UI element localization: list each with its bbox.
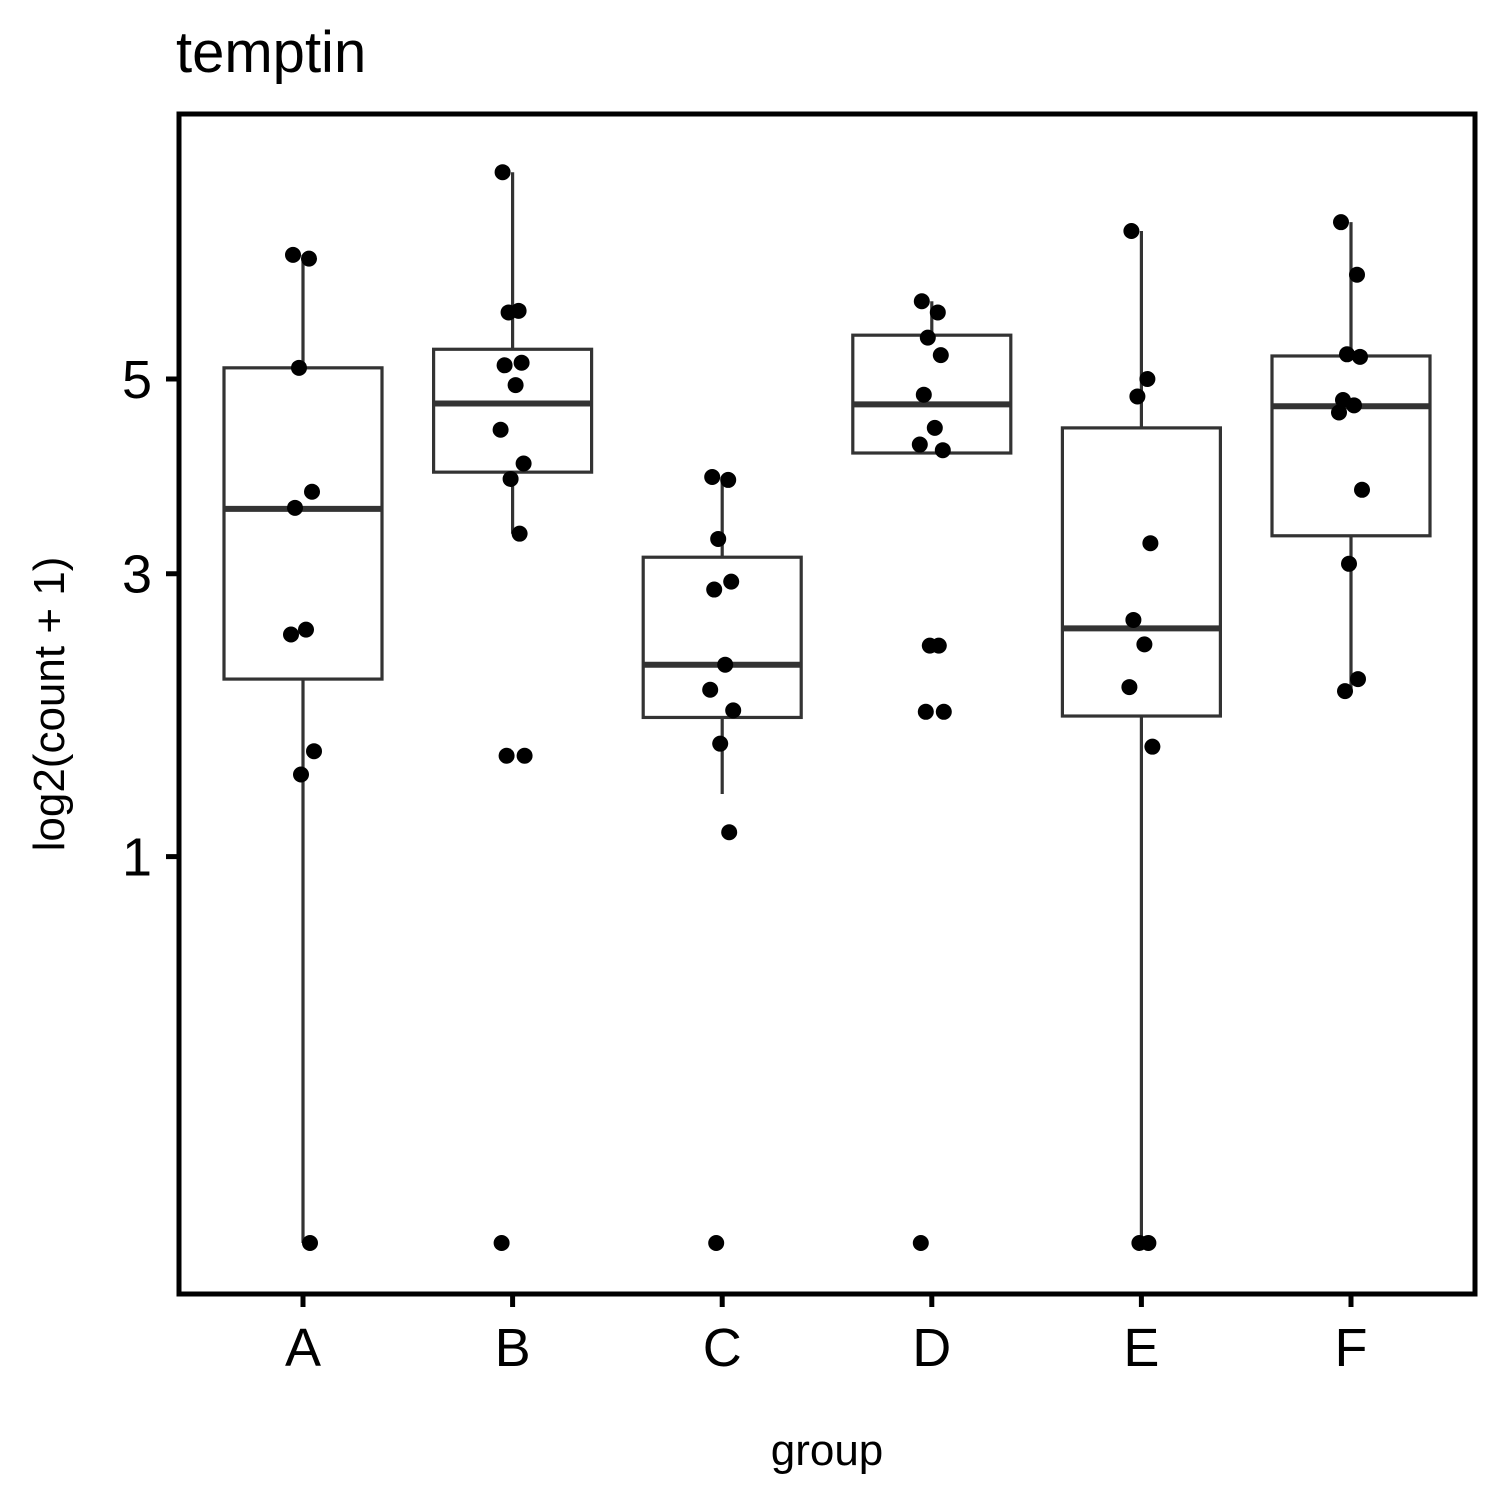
data-point [502,470,519,487]
box-group-a [222,246,384,1251]
box-group-c [641,469,803,1251]
data-point [1333,214,1349,231]
y-tick-label: 3 [122,545,152,605]
box-iqr [432,347,594,474]
data-point [702,681,719,698]
data-point [500,304,517,321]
data-point [1140,1235,1157,1251]
data-point [298,621,314,638]
data-point [932,347,949,364]
data-point [283,626,299,643]
data-point [1339,346,1355,363]
box-iqr [1270,354,1432,538]
x-tick-label: C [703,1318,742,1378]
box-iqr [641,555,803,720]
data-point [1136,636,1153,653]
data-point [712,735,729,752]
box-iqr [851,333,1013,455]
x-tick-label: B [495,1318,531,1378]
plot-border [176,111,1478,1297]
data-point [723,573,740,590]
data-point [915,386,932,403]
data-point [1125,611,1142,628]
data-point [511,525,528,542]
data-point [492,421,509,438]
data-point [725,702,742,719]
plot-area [222,164,1432,1251]
y-tick-label: 1 [122,828,152,888]
axes: A B C D E F 1 3 5 [122,350,1368,1378]
data-point [306,743,322,760]
data-point [496,357,513,374]
data-point [513,354,530,371]
data-point [1139,371,1156,387]
data-point [1121,679,1138,696]
box-group-f [1270,214,1432,700]
x-axis-title: group [771,1426,884,1475]
data-point [1354,481,1370,498]
data-point [1352,348,1368,365]
data-point [934,442,951,459]
data-point [1123,222,1140,239]
data-point [926,419,943,436]
data-point [704,469,721,486]
data-point [935,703,952,720]
data-point [1129,388,1146,405]
data-point [708,1235,725,1251]
data-point [493,1235,510,1251]
data-point [293,766,309,783]
x-tick-label: E [1123,1318,1159,1378]
data-point [1349,266,1365,283]
data-point [507,377,524,394]
box-group-e [1060,222,1223,1251]
data-point [515,455,532,472]
data-point [919,329,936,346]
data-point [1337,683,1353,700]
data-point [721,824,738,841]
data-point [912,1235,929,1251]
data-point [911,436,928,453]
data-point [1331,404,1347,421]
data-point [706,581,723,598]
data-point [285,246,301,263]
y-axis-title: log2(count + 1) [25,557,74,852]
data-point [494,164,511,181]
chart-title: temptin [176,20,366,85]
data-point [1341,555,1357,572]
data-point [913,293,930,310]
data-point [291,359,307,376]
data-point [717,656,734,673]
data-point [1144,738,1161,755]
x-tick-label: F [1335,1318,1368,1378]
data-point [498,747,515,764]
data-point [710,530,727,547]
y-tick-label: 5 [122,350,152,410]
box-group-d [851,293,1013,1251]
data-point [1142,535,1159,552]
x-tick-label: A [285,1318,321,1378]
data-point [720,471,737,488]
data-point [301,250,317,267]
data-point [287,499,303,516]
data-point [1350,671,1366,688]
data-point [516,747,533,764]
data-point [917,703,934,720]
data-point [302,1235,318,1251]
box-group-b [432,164,594,1251]
data-point [304,483,320,500]
x-tick-label: D [912,1318,951,1378]
box-iqr [1060,426,1223,718]
data-point [930,637,947,654]
data-point [929,304,946,321]
data-point [1346,397,1362,414]
